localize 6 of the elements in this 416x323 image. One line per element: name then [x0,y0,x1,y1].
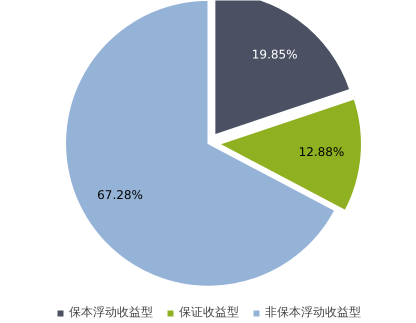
data-label: 12.88% [298,145,344,160]
legend-label: 保证收益型 [179,304,239,321]
data-label: 19.85% [252,47,298,62]
legend-label: 保本浮动收益型 [69,304,153,321]
legend-label: 非保本浮动收益型 [265,304,361,321]
data-label: 67.28% [97,188,143,202]
